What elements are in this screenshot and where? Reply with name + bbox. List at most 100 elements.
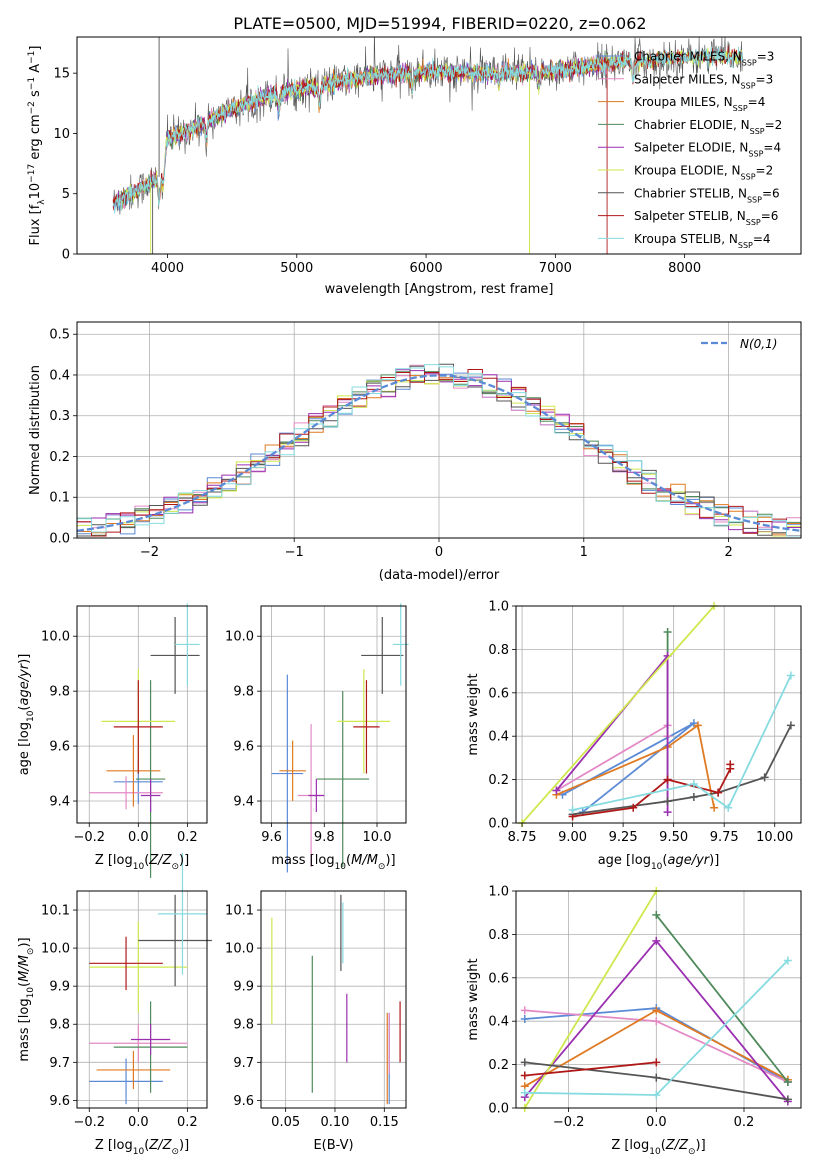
legend-label: Salpeter MILES, NSSP=3 (634, 72, 773, 90)
age_vs_Z-xtick-label: −0.2 (73, 830, 105, 845)
mass_weight_vs_age-ytick-label: 0.2 (488, 773, 509, 788)
mass-weight-marker (693, 721, 702, 730)
spectrum-xtick-label: 4000 (151, 261, 184, 276)
mass_weight_vs_Z-xlabel-part: )] (696, 1138, 706, 1153)
mass_weight_vs_Z-xtick-label: −0.2 (553, 1115, 585, 1130)
mass-weight-marker (689, 719, 698, 728)
mass_weight_vs_Z-xlabel: Z [log10(Z/Z⊙)] (611, 1138, 705, 1157)
mass_weight_vs_Z-ytick-label: 0.4 (488, 1015, 509, 1030)
mass_weight_vs_age-xlabel-part: 10 (651, 862, 663, 872)
age_vs_Z-xlabel-part: ⊙ (171, 862, 179, 872)
age_vs_Z-ylabel-part: )] (17, 654, 32, 664)
mass_vs_Z-ylabel-part: )] (17, 937, 32, 947)
age_vs_Z-xtick-label: 0.2 (177, 830, 198, 845)
spectrum-line-kroupa-stelib (112, 46, 743, 214)
residuals-xtick-label: 0 (435, 545, 443, 560)
mass-weight-line (524, 891, 658, 1108)
mass-weight-marker (520, 1088, 529, 1097)
mass-weight-marker (663, 775, 672, 784)
mass_vs_Z-xlabel-part: )] (179, 1138, 189, 1153)
mass_weight_vs_Z-ytick-label: 0.0 (488, 1102, 509, 1117)
age_vs_mass-frame (260, 605, 407, 824)
legend-label: Chabrier ELODIE, NSSP=2 (634, 118, 782, 136)
mass-weight-marker (689, 779, 698, 788)
mass-weight-marker (724, 803, 733, 812)
spectrum-ytick-label: 10 (53, 127, 70, 142)
residuals-ytick-label: 0.2 (49, 450, 70, 465)
age_vs_mass-ytick-label: 10.0 (225, 630, 254, 645)
mass-weight-marker (783, 1095, 792, 1104)
mass_weight_vs_age-xlabel: age [log10(age/yr)] (598, 853, 720, 872)
age_vs_mass-ytick-label: 9.8 (233, 685, 254, 700)
mass_vs_ebv-ytick-label: 9.6 (233, 1094, 254, 1109)
residual-hist-kroupa-stelib (77, 364, 801, 537)
mass-weight-line (655, 914, 789, 1083)
mass_vs_Z-xlabel-part: 10 (133, 1147, 145, 1157)
residuals-xtick-label: 1 (580, 545, 588, 560)
mass-weight-marker (783, 1077, 792, 1086)
age_vs_Z-xlabel-part: )] (179, 853, 189, 868)
age_vs_Z-ylabel-part: age [log (17, 722, 32, 775)
mass-weight-marker (786, 721, 795, 730)
mass_vs_Z-ylabel-part: mass [log (17, 998, 32, 1061)
mass-weight-marker (520, 1015, 529, 1024)
spectrum-ylabel-part: −1 (27, 77, 37, 90)
legend-label: Kroupa MILES, NSSP=4 (634, 95, 765, 113)
age_vs_mass-xlabel-part: )] (385, 853, 395, 868)
legend-label-count: =4 (763, 141, 781, 155)
mass_weight_vs_age-xlabel-part: ( (662, 853, 667, 868)
spectrum-ylabel-part: −17 (27, 164, 37, 183)
residuals-ylabel: Normed distribution (28, 365, 43, 495)
mass_vs_ebv-frame (260, 890, 407, 1109)
mass_weight_vs_age-xtick-label: 9.00 (558, 830, 587, 845)
residuals-ytick-label: 0.3 (49, 409, 70, 424)
spectrum-frame (76, 36, 802, 255)
mass_vs_Z-ytick-label: 9.8 (49, 1018, 70, 1033)
mass_vs_Z-ytick-label: 9.6 (49, 1094, 70, 1109)
mass_weight_vs_age-ylabel: mass weight (466, 673, 481, 755)
mass-weight-marker (726, 760, 735, 769)
legend-label-count: =6 (762, 186, 780, 200)
mass-weight-marker (652, 1058, 661, 1067)
spectrum-ytick-label: 5 (62, 187, 70, 202)
mass-weight-marker (652, 936, 661, 945)
mass_weight_vs_age-xlabel-part: )] (709, 853, 719, 868)
mass_vs_Z-xlabel-part: ( (144, 1138, 149, 1153)
age_vs_mass-xlabel-part: ⊙ (378, 862, 386, 872)
mass-weight-marker (714, 788, 723, 797)
mass-weight-marker (520, 1006, 529, 1015)
spectrum-ylabel-part: s (28, 90, 43, 101)
mass-weight-marker (663, 808, 672, 817)
age_vs_mass-xlabel-part: 10 (335, 862, 347, 872)
age_vs_Z-xlabel-part: Z/Z (148, 853, 172, 868)
mass-weight-line (521, 606, 715, 823)
mass_vs_Z-ylabel: mass [log10(M/M⊙)] (17, 937, 36, 1061)
legend-label-count: =4 (748, 95, 766, 109)
legend-label-sub: SSP (748, 149, 763, 158)
mass-weight-line (524, 1061, 657, 1077)
mass_weight_vs_age-xtick-label: 9.25 (609, 830, 638, 845)
legend-label-sub: SSP (733, 104, 748, 113)
spectrum-ylabel-part: ] (28, 46, 43, 51)
mass_vs_Z-ylabel-part: 10 (26, 987, 36, 999)
axes-layer (73, 36, 802, 1112)
age_vs_mass-ytick-label: 9.6 (233, 740, 254, 755)
mass-weight-marker (629, 803, 638, 812)
mass-weight-marker (652, 910, 661, 919)
mass-weight-marker (552, 786, 561, 795)
legend-label-name: Chabrier STELIB, N (634, 186, 747, 200)
spectrum-ylabel-part: 10 (28, 183, 43, 200)
spectrum-xtick-label: 6000 (410, 261, 443, 276)
residuals-ytick-label: 0.4 (49, 368, 70, 383)
mass-weight-marker (520, 1058, 529, 1067)
residuals-xtick-label: −2 (140, 545, 159, 560)
grid-layer (77, 322, 801, 1109)
mass-weight-marker (652, 1073, 661, 1082)
age_vs_Z-ytick-label: 9.6 (49, 740, 70, 755)
spectrum-ylabel-part: Flux [f (28, 204, 43, 245)
legend-label-count: =2 (765, 118, 783, 132)
spectrum-ylabel-part: A (28, 64, 43, 77)
mass-weight-marker (783, 956, 792, 965)
mass_weight_vs_age-xtick-label: 8.75 (508, 830, 537, 845)
legend-label-count: =3 (757, 50, 775, 64)
